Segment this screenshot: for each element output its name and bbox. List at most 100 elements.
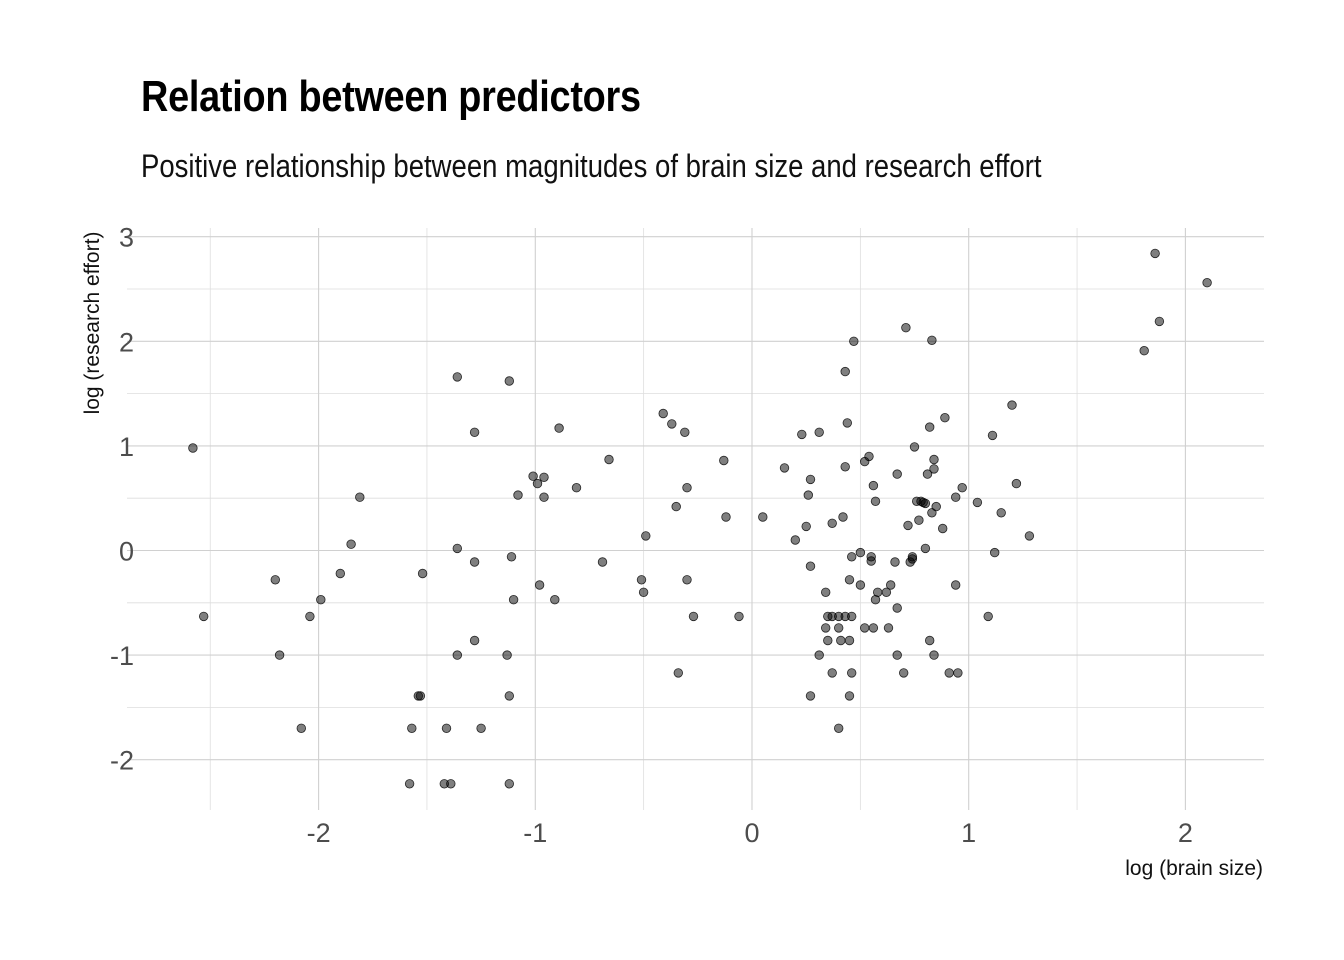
data-point-96 — [866, 556, 876, 566]
x-tick-label-3: 1 — [961, 818, 976, 848]
data-point-97 — [868, 623, 879, 633]
data-point-83 — [844, 575, 855, 585]
data-point-75 — [834, 623, 844, 633]
data-point-106 — [892, 603, 902, 613]
data-point-87 — [847, 611, 857, 622]
data-point-2 — [270, 575, 281, 585]
data-point-139 — [983, 611, 993, 622]
data-point-1 — [198, 611, 209, 622]
data-point-46 — [667, 419, 677, 429]
data-point-3 — [274, 650, 285, 660]
data-point-48 — [673, 668, 684, 678]
data-point-14 — [417, 568, 428, 579]
minor-gridlines — [127, 228, 1264, 810]
data-point-62 — [805, 474, 816, 485]
data-point-13 — [415, 691, 426, 701]
data-point-85 — [844, 691, 855, 701]
data-point-61 — [803, 490, 814, 500]
data-point-67 — [821, 587, 831, 598]
data-point-82 — [842, 418, 853, 428]
data-point-22 — [469, 557, 480, 567]
y-tick-label-3: 1 — [119, 432, 134, 462]
data-point-98 — [868, 480, 879, 491]
data-points — [188, 248, 1212, 789]
x-tick-label-0: -2 — [307, 818, 331, 848]
data-point-121 — [920, 543, 931, 554]
y-tick-label-1: -1 — [110, 641, 134, 671]
data-point-6 — [316, 595, 326, 605]
data-point-30 — [508, 595, 519, 605]
data-point-65 — [814, 650, 824, 660]
data-point-73 — [827, 668, 837, 678]
data-point-100 — [870, 496, 881, 507]
data-point-31 — [513, 490, 523, 500]
data-point-11 — [407, 723, 417, 734]
data-point-129 — [929, 464, 939, 474]
data-point-143 — [1007, 400, 1017, 410]
data-point-147 — [1150, 248, 1160, 259]
data-point-108 — [892, 650, 902, 660]
data-point-49 — [680, 427, 690, 438]
data-point-92 — [860, 623, 870, 633]
data-point-54 — [721, 512, 731, 522]
data-point-26 — [504, 691, 515, 701]
y-axis-tick-labels: -2 -1 0 1 2 3 — [110, 223, 134, 776]
x-tick-label-2: 0 — [744, 818, 759, 848]
data-point-128 — [929, 454, 939, 465]
data-point-44 — [641, 531, 651, 541]
data-point-5 — [305, 611, 315, 622]
data-point-144 — [1011, 478, 1022, 489]
data-point-28 — [504, 376, 515, 386]
chart-title: Relation between predictors — [141, 72, 641, 121]
data-point-88 — [847, 668, 857, 678]
data-point-134 — [951, 492, 961, 502]
y-tick-label-0: -2 — [110, 746, 134, 776]
data-point-20 — [452, 372, 463, 382]
data-point-24 — [476, 723, 486, 734]
data-point-133 — [944, 668, 954, 678]
data-point-140 — [987, 430, 998, 441]
y-tick-label-4: 2 — [119, 327, 134, 357]
data-point-59 — [797, 429, 807, 440]
data-point-135 — [951, 580, 961, 590]
data-point-16 — [441, 723, 452, 734]
data-point-146 — [1139, 346, 1149, 356]
data-point-19 — [452, 543, 463, 554]
data-point-81 — [840, 366, 850, 377]
data-point-23 — [469, 635, 480, 646]
data-point-91 — [855, 580, 866, 590]
data-point-35 — [539, 492, 549, 502]
data-point-27 — [504, 779, 515, 789]
data-point-9 — [355, 492, 365, 502]
data-point-89 — [849, 336, 859, 347]
data-point-102 — [881, 587, 892, 598]
y-axis-title: log (research effort) — [81, 232, 104, 415]
y-tick-label-2: 0 — [119, 537, 134, 567]
data-point-94 — [864, 451, 874, 462]
data-point-56 — [758, 512, 768, 522]
data-point-10 — [404, 779, 415, 789]
data-point-60 — [801, 521, 811, 532]
data-point-117 — [914, 515, 924, 525]
data-point-70 — [823, 635, 833, 646]
data-point-7 — [335, 568, 346, 579]
data-point-124 — [925, 635, 935, 646]
data-point-72 — [827, 518, 837, 529]
data-point-33 — [532, 478, 543, 489]
data-point-0 — [188, 443, 198, 453]
data-point-57 — [779, 463, 790, 473]
data-point-138 — [972, 497, 983, 508]
x-axis-tick-labels: -2 -1 0 1 2 — [307, 818, 1193, 848]
data-point-21 — [469, 427, 480, 438]
data-point-114 — [907, 554, 918, 564]
data-point-141 — [990, 547, 1000, 558]
data-point-79 — [840, 462, 850, 472]
data-point-47 — [671, 501, 681, 512]
data-point-122 — [922, 469, 933, 479]
data-point-64 — [805, 691, 816, 701]
data-point-132 — [940, 413, 950, 423]
data-point-111 — [903, 520, 913, 531]
major-gridlines — [127, 228, 1264, 810]
data-point-66 — [814, 427, 824, 438]
